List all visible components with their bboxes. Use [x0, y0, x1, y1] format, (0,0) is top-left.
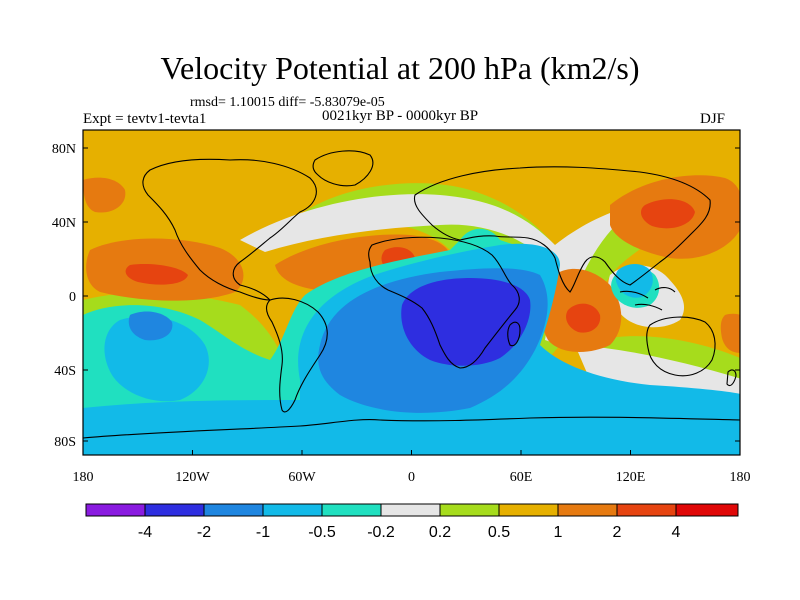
- contour-core-east-pacific: [125, 264, 188, 285]
- x-tick-label: 120E: [616, 470, 646, 485]
- colorbar-label: -4: [138, 524, 152, 541]
- colorbar-label: -0.5: [308, 524, 336, 541]
- contour-strong-negative-core: [401, 278, 531, 366]
- colorbar-box: [321, 503, 382, 517]
- colorbar-label: 0.2: [429, 524, 451, 541]
- coastline-australia: [646, 316, 716, 377]
- colorbar-label: 0.5: [488, 524, 510, 541]
- y-tick-label: 80S: [54, 435, 76, 450]
- colorbar-label: 4: [672, 524, 681, 541]
- y-tick-label: 40S: [54, 364, 76, 379]
- contour-negative-east-pacific-blob: [104, 316, 209, 402]
- coastline-south-america: [265, 297, 328, 413]
- coastline-indonesia: [619, 287, 676, 311]
- experiment-label: Expt = tevtv1-tevta1: [83, 111, 207, 127]
- x-tick-label: 60W: [288, 470, 316, 485]
- plot-title: Velocity Potential at 200 hPa (km2/s): [160, 50, 640, 86]
- period-subtitle: 0021kyr BP - 0000kyr BP: [322, 108, 479, 124]
- contour-strong-positive-northwest: [83, 177, 126, 213]
- colorbar-box: [144, 503, 205, 517]
- colorbar-label: -1: [256, 524, 270, 541]
- contour-neutral-indian: [575, 345, 740, 400]
- x-tick-label: 0: [408, 470, 415, 485]
- colorbar-label: -0.2: [367, 524, 395, 541]
- contour-neutral-north-arc: [240, 194, 650, 345]
- colorbar-box: [557, 503, 618, 517]
- colorbar-box: [439, 503, 500, 517]
- y-tick-label: 40N: [52, 216, 76, 231]
- colorbar-box: [616, 503, 677, 517]
- colorbar-box: [498, 503, 559, 517]
- field-contours: [83, 130, 740, 455]
- x-tick-label: 60E: [510, 470, 533, 485]
- x-tick-label: 180: [73, 470, 94, 485]
- colorbar-label: 2: [613, 524, 622, 541]
- coastlines: [83, 150, 740, 439]
- stats-text: rmsd= 1.10015 diff= -5.83079e-05: [190, 95, 385, 110]
- colorbar-box: [262, 503, 323, 517]
- y-tick-label: 80N: [52, 142, 76, 157]
- season-label: DJF: [700, 111, 726, 127]
- colorbar-label: -2: [197, 524, 211, 541]
- coastline-eurasia: [413, 166, 711, 293]
- coastline-greenland: [312, 150, 374, 187]
- colorbar-box: [675, 503, 739, 517]
- contour-core-indian: [566, 303, 601, 333]
- colorbar-label: 1: [554, 524, 563, 541]
- coastline-antarctica: [83, 416, 740, 439]
- x-tick-label: 120W: [175, 470, 210, 485]
- x-tick-label: 180: [730, 470, 751, 485]
- coastline-madagascar: [507, 321, 521, 347]
- contour-strong-positive-east-edge: [720, 313, 740, 353]
- coastline-africa: [368, 236, 520, 369]
- y-tick-label: 0: [69, 290, 76, 305]
- contour-negative-west-pacific: [615, 264, 653, 298]
- colorbar-box: [203, 503, 264, 517]
- colorbar-box: [380, 503, 441, 517]
- axis-ticks: [82, 147, 741, 455]
- colorbar-box: [85, 503, 146, 517]
- coastline-new-zealand: [726, 369, 737, 387]
- contour-core-north-pacific: [640, 199, 695, 229]
- colorbar: -4 -2 -1 -0.5 -0.2 0.2 0.5 1 2 4: [85, 503, 739, 541]
- contour-mid-negative-east-pacific: [128, 311, 173, 341]
- coastline-north-america: [142, 158, 317, 301]
